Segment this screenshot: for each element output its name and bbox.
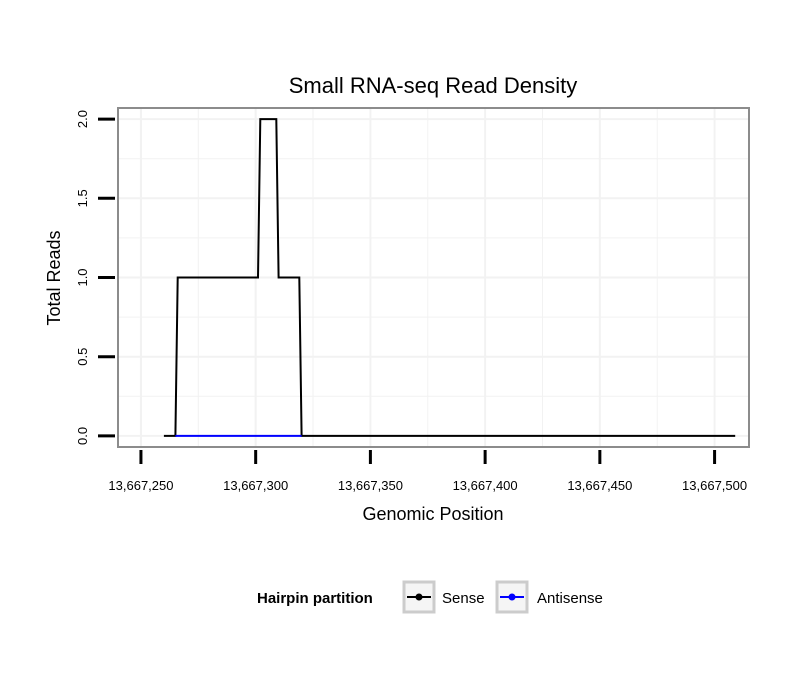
legend: Hairpin partition Sense Antisense <box>257 580 603 614</box>
x-tick-label: 13,667,450 <box>567 478 632 493</box>
x-tick-label: 13,667,400 <box>453 478 518 493</box>
legend-label-sense: Sense <box>442 590 485 607</box>
legend-label-antisense: Antisense <box>537 590 603 607</box>
series-line-sense <box>163 118 736 437</box>
series-layer <box>163 118 736 437</box>
y-tick-label: 0.0 <box>75 427 90 445</box>
x-tick-label: 13,667,500 <box>682 478 747 493</box>
legend-title: Hairpin partition <box>257 590 373 607</box>
x-tick-label: 13,667,250 <box>108 478 173 493</box>
x-tick-label: 13,667,350 <box>338 478 403 493</box>
legend-dot-sense <box>415 593 423 601</box>
legend-item-sense: Sense <box>402 580 485 614</box>
plot-panel <box>117 107 750 448</box>
y-tick-label: 1.0 <box>75 268 90 286</box>
y-tick-label: 0.5 <box>75 348 90 366</box>
y-tick-label: 1.5 <box>75 189 90 207</box>
legend-dot-antisense <box>508 593 516 601</box>
x-axis-title: Genomic Position <box>362 504 503 524</box>
chart-title: Small RNA-seq Read Density <box>289 73 578 98</box>
y-axis: 0.0 0.5 1.0 1.5 2.0 <box>75 110 115 445</box>
y-tick-label: 2.0 <box>75 110 90 128</box>
legend-item-antisense: Antisense <box>495 580 603 614</box>
x-axis: 13,667,250 13,667,300 13,667,350 13,667,400… <box>108 450 747 493</box>
x-tick-label: 13,667,300 <box>223 478 288 493</box>
y-axis-title: Total Reads <box>44 230 64 325</box>
